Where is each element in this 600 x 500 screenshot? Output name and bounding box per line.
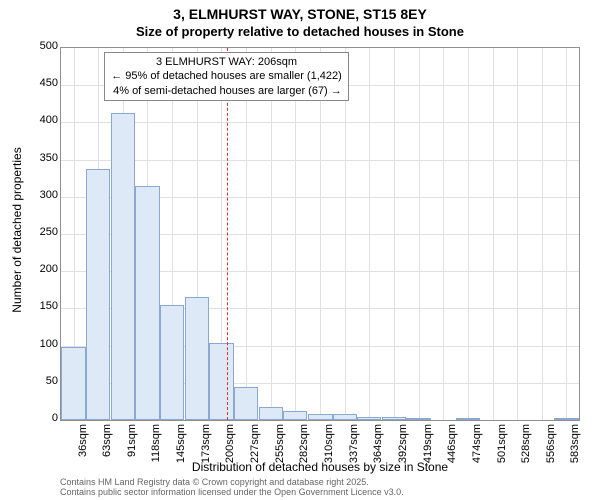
histogram-bar bbox=[308, 414, 332, 420]
histogram-bar bbox=[209, 343, 233, 420]
x-tick-label: 392sqm bbox=[397, 424, 409, 474]
gridline-v bbox=[443, 48, 444, 420]
y-tick-label: 400 bbox=[18, 114, 58, 126]
histogram-bar bbox=[283, 411, 307, 420]
y-tick-label: 50 bbox=[18, 375, 58, 387]
x-tick-label: 446sqm bbox=[446, 424, 458, 474]
gridline-v bbox=[246, 48, 247, 420]
x-tick-label: 36sqm bbox=[77, 424, 89, 474]
chart-container: 3, ELMHURST WAY, STONE, ST15 8EY Size of… bbox=[0, 0, 600, 500]
y-tick-label: 250 bbox=[18, 226, 58, 238]
histogram-bar bbox=[111, 113, 135, 420]
gridline-v bbox=[345, 48, 346, 420]
gridline-v bbox=[468, 48, 469, 420]
marker-line bbox=[227, 48, 228, 420]
x-tick-label: 556sqm bbox=[545, 424, 557, 474]
y-tick-label: 150 bbox=[18, 300, 58, 312]
annotation-box: 3 ELMHURST WAY: 206sqm← 95% of detached … bbox=[104, 52, 349, 101]
gridline-v bbox=[566, 48, 567, 420]
gridline-v bbox=[419, 48, 420, 420]
x-tick-label: 310sqm bbox=[323, 424, 335, 474]
x-tick-label: 474sqm bbox=[471, 424, 483, 474]
gridline-v bbox=[542, 48, 543, 420]
x-tick-label: 364sqm bbox=[372, 424, 384, 474]
histogram-bar bbox=[160, 305, 184, 420]
x-tick-label: 501sqm bbox=[496, 424, 508, 474]
gridline-v bbox=[271, 48, 272, 420]
x-tick-label: 282sqm bbox=[298, 424, 310, 474]
x-tick-label: 200sqm bbox=[224, 424, 236, 474]
gridline-v bbox=[517, 48, 518, 420]
y-tick-label: 0 bbox=[18, 412, 58, 424]
chart-title: 3, ELMHURST WAY, STONE, ST15 8EY bbox=[0, 6, 600, 22]
y-tick-label: 300 bbox=[18, 189, 58, 201]
histogram-bar bbox=[456, 418, 480, 420]
histogram-bar bbox=[185, 297, 209, 420]
histogram-bar bbox=[357, 417, 381, 420]
x-tick-label: 227sqm bbox=[249, 424, 261, 474]
x-tick-label: 118sqm bbox=[150, 424, 162, 474]
gridline-v bbox=[394, 48, 395, 420]
x-tick-label: 583sqm bbox=[569, 424, 581, 474]
histogram-bar bbox=[382, 417, 406, 420]
annotation-line3: 4% of semi-detached houses are larger (6… bbox=[111, 84, 342, 98]
histogram-bar bbox=[135, 186, 159, 420]
annotation-line1: 3 ELMHURST WAY: 206sqm bbox=[111, 55, 342, 69]
histogram-bar bbox=[259, 407, 283, 420]
gridline-v bbox=[369, 48, 370, 420]
plot-area: 3 ELMHURST WAY: 206sqm← 95% of detached … bbox=[60, 47, 580, 421]
y-tick-label: 100 bbox=[18, 338, 58, 350]
y-tick-label: 350 bbox=[18, 152, 58, 164]
histogram-bar bbox=[234, 387, 258, 420]
gridline-v bbox=[320, 48, 321, 420]
gridline-v bbox=[493, 48, 494, 420]
y-tick-label: 500 bbox=[18, 40, 58, 52]
x-tick-label: 91sqm bbox=[126, 424, 138, 474]
histogram-bar bbox=[86, 169, 110, 420]
histogram-bar bbox=[406, 418, 430, 420]
histogram-bar bbox=[333, 414, 357, 420]
histogram-bar bbox=[61, 347, 85, 420]
gridline-v bbox=[295, 48, 296, 420]
attribution-line2: Contains public sector information licen… bbox=[60, 488, 404, 498]
x-tick-label: 337sqm bbox=[348, 424, 360, 474]
x-tick-label: 173sqm bbox=[200, 424, 212, 474]
histogram-bar bbox=[554, 418, 578, 420]
x-tick-label: 528sqm bbox=[520, 424, 532, 474]
x-tick-label: 255sqm bbox=[274, 424, 286, 474]
attribution-text: Contains HM Land Registry data © Crown c… bbox=[60, 478, 404, 498]
chart-subtitle: Size of property relative to detached ho… bbox=[0, 24, 600, 39]
annotation-line2: ← 95% of detached houses are smaller (1,… bbox=[111, 69, 342, 83]
y-tick-label: 450 bbox=[18, 77, 58, 89]
x-tick-label: 419sqm bbox=[422, 424, 434, 474]
x-tick-label: 145sqm bbox=[175, 424, 187, 474]
x-tick-label: 63sqm bbox=[101, 424, 113, 474]
y-tick-label: 200 bbox=[18, 263, 58, 275]
